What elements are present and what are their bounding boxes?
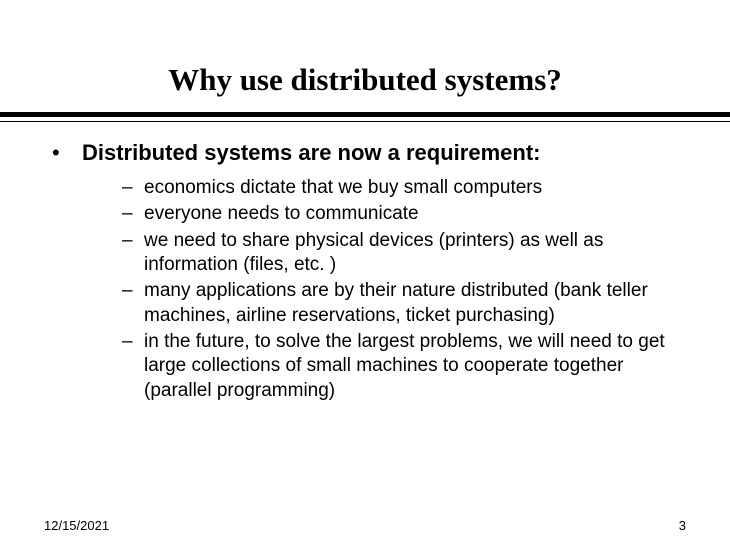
dash-icon: – [122, 279, 144, 303]
slide-footer: 12/15/2021 3 [44, 518, 686, 533]
bullet-level1-text: Distributed systems are now a requiremen… [82, 140, 540, 166]
bullet-dot-icon: • [44, 140, 82, 166]
list-item: – in the future, to solve the largest pr… [122, 330, 686, 403]
list-item-text: we need to share physical devices (print… [144, 229, 686, 278]
list-item: – many applications are by their nature … [122, 279, 686, 328]
list-item: – we need to share physical devices (pri… [122, 229, 686, 278]
list-item-text: in the future, to solve the largest prob… [144, 330, 686, 403]
dash-icon: – [122, 330, 144, 354]
list-item-text: many applications are by their nature di… [144, 279, 686, 328]
list-item-text: everyone needs to communicate [144, 202, 419, 226]
list-item: – everyone needs to communicate [122, 202, 686, 226]
sub-bullet-list: – economics dictate that we buy small co… [44, 176, 686, 403]
slide: Why use distributed systems? • Distribut… [0, 0, 730, 547]
dash-icon: – [122, 229, 144, 253]
footer-page-number: 3 [679, 518, 686, 533]
dash-icon: – [122, 202, 144, 226]
slide-content: • Distributed systems are now a requirem… [0, 122, 730, 403]
dash-icon: – [122, 176, 144, 200]
slide-title: Why use distributed systems? [0, 0, 730, 112]
list-item-text: economics dictate that we buy small comp… [144, 176, 542, 200]
list-item: – economics dictate that we buy small co… [122, 176, 686, 200]
footer-date: 12/15/2021 [44, 518, 109, 533]
bullet-level1: • Distributed systems are now a requirem… [44, 140, 686, 166]
